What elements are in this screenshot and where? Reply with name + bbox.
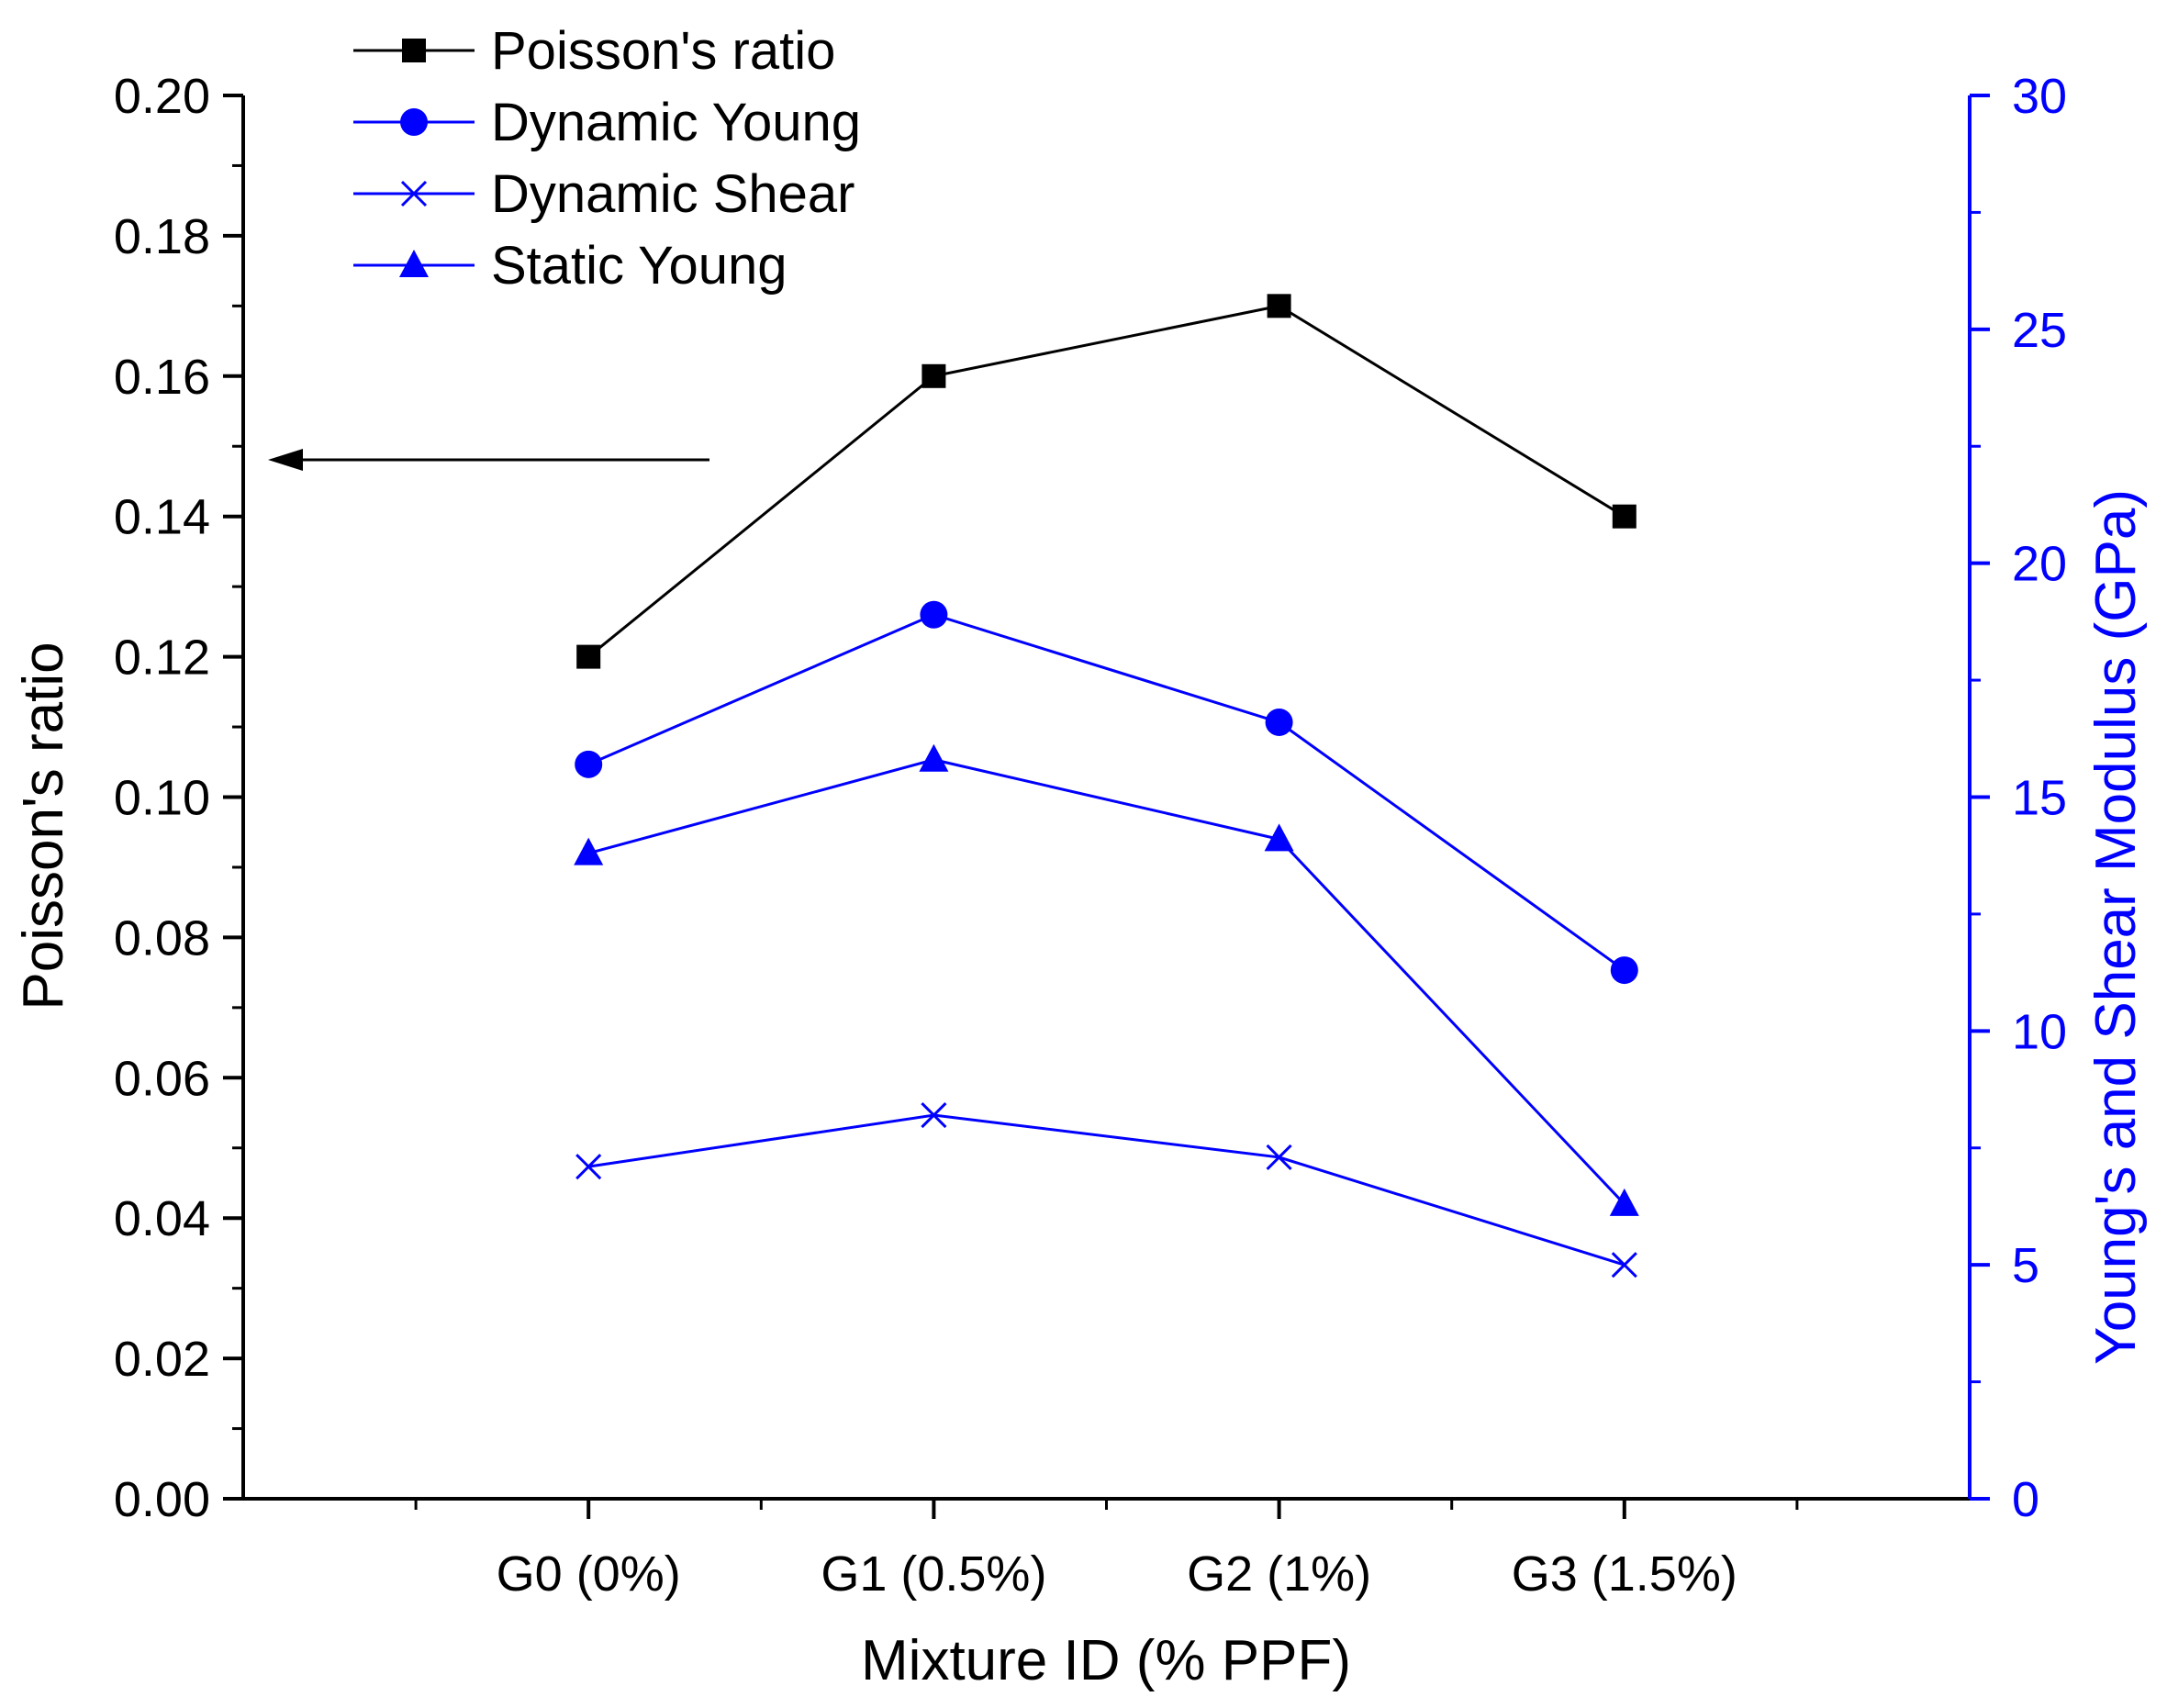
- legend-label: Poisson's ratio: [491, 21, 835, 81]
- series-line: [587, 1113, 1625, 1267]
- series-line: [587, 758, 1625, 1205]
- data-point: [919, 743, 949, 772]
- data-point: [920, 600, 948, 629]
- legend-item: Dynamic Shear: [353, 164, 855, 224]
- left-tick-label: 0.10: [114, 771, 210, 826]
- data-point: [1609, 1188, 1639, 1216]
- series-line: [587, 304, 1625, 658]
- data-point: [921, 1102, 947, 1129]
- left-tick-label: 0.20: [114, 69, 210, 124]
- legend-marker: [399, 250, 429, 277]
- data-point: [575, 1154, 602, 1180]
- x-tick-label: G3 (1.5%): [1512, 1546, 1737, 1602]
- data-point: [1266, 1144, 1292, 1171]
- right-tick-label: 0: [2012, 1472, 2039, 1527]
- series-line: [587, 613, 1625, 972]
- left-tick-label: 0.14: [114, 490, 210, 545]
- data-point: [922, 363, 946, 388]
- left-axis-label: Poisson's ratio: [12, 642, 75, 1010]
- left-tick-label: 0.08: [114, 910, 210, 966]
- x-axis-ticks: G0 (0%) G1 (0.5%) G2 (1%) G3 (1.5%): [414, 1499, 1799, 1602]
- x-tick-label: G0 (0%): [497, 1546, 681, 1602]
- legend-label: Dynamic Shear: [491, 164, 855, 224]
- right-tick-label: 5: [2012, 1238, 2039, 1293]
- data-point: [1610, 956, 1638, 985]
- series-static-young: [574, 743, 1639, 1216]
- legend-marker: [400, 108, 428, 136]
- legend-item: Dynamic Young: [353, 93, 861, 152]
- right-tick-label: 25: [2012, 303, 2067, 358]
- series-poisson-s-ratio: [576, 294, 1636, 669]
- annotation-arrow: [268, 449, 709, 471]
- legend-item: Poisson's ratio: [353, 21, 835, 81]
- left-tick-label: 0.16: [114, 350, 210, 405]
- x-axis-label: Mixture ID (% PPF): [861, 1629, 1351, 1692]
- left-axis-ticks: 0.00 0.02 0.04 0.06 0.08 0.10 0.12 0.14 0.16 0.18…: [114, 69, 243, 1527]
- x-tick-label: G1 (0.5%): [821, 1546, 1046, 1602]
- data-point: [1611, 1252, 1637, 1278]
- left-tick-label: 0.18: [114, 209, 210, 264]
- right-axis-ticks: 0 5 10 15 20 25 30: [1970, 69, 2067, 1527]
- right-tick-label: 15: [2012, 771, 2067, 826]
- data-point: [1265, 708, 1293, 736]
- right-tick-label: 30: [2012, 69, 2067, 124]
- legend-marker: [402, 39, 426, 62]
- legend-item: Static Young: [353, 236, 787, 296]
- left-tick-label: 0.04: [114, 1191, 210, 1246]
- series-dynamic-shear: [575, 1102, 1637, 1278]
- left-tick-label: 0.06: [114, 1051, 210, 1106]
- right-tick-label: 10: [2012, 1004, 2067, 1059]
- series-layer: [574, 294, 1639, 1278]
- data-point: [574, 837, 604, 865]
- data-point: [1267, 294, 1291, 318]
- data-point: [1612, 504, 1636, 529]
- axes: [241, 95, 1972, 1501]
- legend-label: Static Young: [491, 236, 787, 296]
- x-tick-label: G2 (1%): [1187, 1546, 1371, 1602]
- left-tick-label: 0.00: [114, 1472, 210, 1527]
- left-tick-label: 0.02: [114, 1332, 210, 1387]
- data-point: [576, 644, 601, 669]
- data-point: [1264, 823, 1294, 852]
- legend-marker: [400, 180, 428, 207]
- legend: Poisson's ratio Dynamic Young Dynamic Shea…: [353, 21, 861, 296]
- series-dynamic-young: [575, 600, 1638, 985]
- left-tick-label: 0.12: [114, 631, 210, 686]
- right-axis-label: Young's and Shear Modulus (GPa): [2084, 489, 2148, 1365]
- data-point: [575, 750, 603, 778]
- right-tick-label: 20: [2012, 537, 2067, 592]
- legend-label: Dynamic Young: [491, 93, 861, 152]
